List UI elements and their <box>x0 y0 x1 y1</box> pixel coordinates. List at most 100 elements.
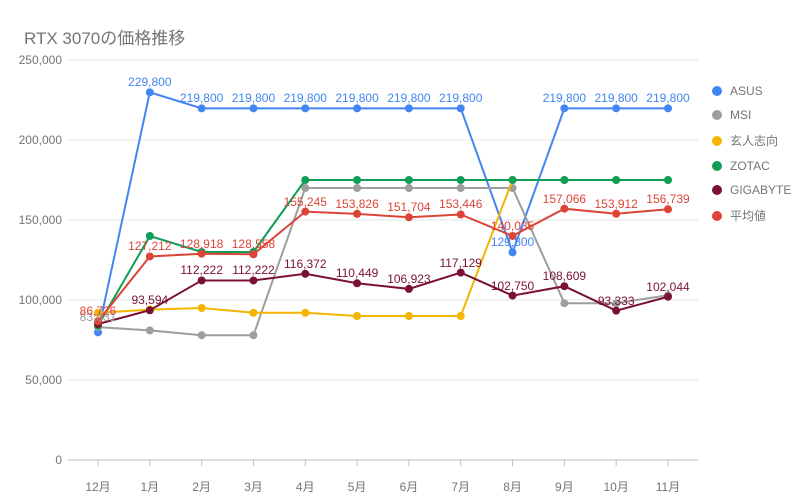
data-point <box>457 104 465 112</box>
data-point <box>612 104 620 112</box>
legend-label: ZOTAC <box>730 159 770 173</box>
y-axis-label: 0 <box>55 453 68 467</box>
data-point <box>612 210 620 218</box>
data-point <box>249 331 257 339</box>
data-point <box>612 176 620 184</box>
data-point <box>146 232 154 240</box>
data-point <box>301 104 309 112</box>
plot-svg <box>68 60 698 460</box>
x-axis-label: 4月 <box>296 460 315 495</box>
x-axis-label: 8月 <box>503 460 522 495</box>
legend-dot <box>712 110 722 120</box>
data-point <box>560 205 568 213</box>
series-line <box>98 209 668 322</box>
y-axis-label: 200,000 <box>19 133 68 147</box>
legend-dot <box>712 136 722 146</box>
legend-label: MSI <box>730 108 751 122</box>
chart-title: RTX 3070の価格推移 <box>24 24 185 49</box>
data-point <box>664 104 672 112</box>
legend-dot <box>712 211 722 221</box>
data-point <box>94 317 102 325</box>
data-point <box>509 292 517 300</box>
legend-item: ASUS <box>712 84 791 98</box>
data-point <box>560 282 568 290</box>
data-point <box>353 210 361 218</box>
legend-item: 玄人志向 <box>712 132 791 149</box>
legend-label: 平均値 <box>730 207 766 224</box>
data-point <box>612 307 620 315</box>
data-point <box>146 326 154 334</box>
legend-label: GIGABYTE <box>730 183 791 197</box>
data-point <box>353 279 361 287</box>
data-point <box>249 276 257 284</box>
data-point <box>405 312 413 320</box>
data-point <box>301 309 309 317</box>
y-axis-label: 150,000 <box>19 213 68 227</box>
legend-item: 平均値 <box>712 207 791 224</box>
y-axis-label: 100,000 <box>19 293 68 307</box>
x-axis-label: 10月 <box>603 460 628 495</box>
data-point <box>353 184 361 192</box>
x-axis-label: 1月 <box>140 460 159 495</box>
data-point <box>664 293 672 301</box>
data-point <box>249 309 257 317</box>
legend-label: ASUS <box>730 84 763 98</box>
legend-dot <box>712 161 722 171</box>
data-point <box>405 184 413 192</box>
data-point <box>560 104 568 112</box>
data-point <box>146 252 154 260</box>
data-point <box>198 250 206 258</box>
data-point <box>664 205 672 213</box>
data-point <box>405 176 413 184</box>
data-point <box>198 331 206 339</box>
data-point <box>146 88 154 96</box>
data-point <box>198 104 206 112</box>
data-point <box>560 176 568 184</box>
legend-item: GIGABYTE <box>712 183 791 197</box>
x-axis-label: 7月 <box>451 460 470 495</box>
legend-item: ZOTAC <box>712 159 791 173</box>
data-point <box>509 176 517 184</box>
data-point <box>249 104 257 112</box>
data-point <box>560 299 568 307</box>
plot-area: 050,000100,000150,000200,000250,00012月1月… <box>68 60 698 460</box>
legend-item: MSI <box>712 108 791 122</box>
data-point <box>509 248 517 256</box>
data-point <box>509 232 517 240</box>
data-point <box>612 299 620 307</box>
data-point <box>457 269 465 277</box>
x-axis-label: 2月 <box>192 460 211 495</box>
data-point <box>94 309 102 317</box>
data-point <box>457 312 465 320</box>
data-point <box>301 208 309 216</box>
data-point <box>457 210 465 218</box>
x-axis-label: 3月 <box>244 460 263 495</box>
data-point <box>353 312 361 320</box>
y-axis-label: 50,000 <box>25 373 68 387</box>
data-point <box>405 213 413 221</box>
y-axis-label: 250,000 <box>19 53 68 67</box>
legend-dot <box>712 86 722 96</box>
x-axis-label: 12月 <box>85 460 110 495</box>
series-line <box>98 92 668 332</box>
data-point <box>405 104 413 112</box>
x-axis-label: 6月 <box>400 460 419 495</box>
data-point <box>146 306 154 314</box>
legend: ASUS MSI 玄人志向 ZOTAC GIGABYTE 平均値 <box>712 84 791 234</box>
data-point <box>198 304 206 312</box>
data-point <box>353 104 361 112</box>
data-point <box>249 250 257 258</box>
data-point <box>353 176 361 184</box>
data-point <box>664 176 672 184</box>
data-point <box>198 276 206 284</box>
chart-container: RTX 3070の価格推移 050,000100,000150,000200,0… <box>0 0 812 502</box>
legend-dot <box>712 185 722 195</box>
data-point <box>405 285 413 293</box>
legend-label: 玄人志向 <box>730 132 778 149</box>
x-axis-label: 11月 <box>656 460 680 495</box>
data-point <box>457 176 465 184</box>
x-axis-label: 9月 <box>555 460 574 495</box>
x-axis-label: 5月 <box>348 460 367 495</box>
data-point <box>301 176 309 184</box>
data-point <box>457 184 465 192</box>
